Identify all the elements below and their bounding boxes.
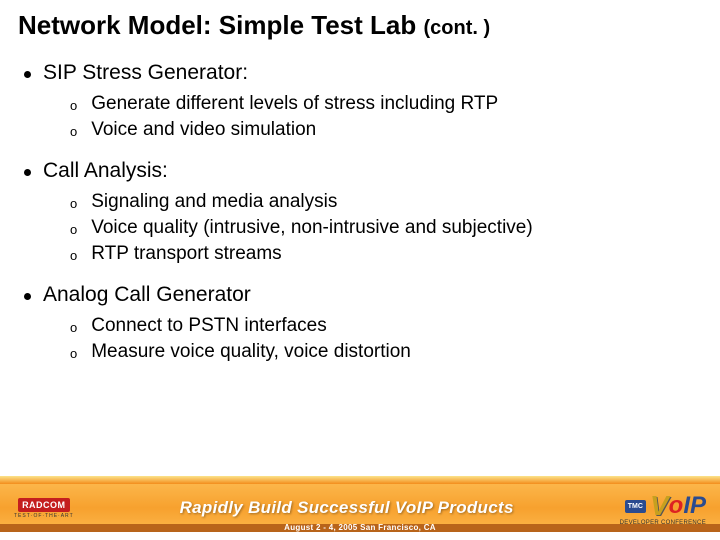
- bullet-dot-icon: [24, 293, 31, 300]
- title-main: Network Model: Simple Test Lab: [18, 10, 416, 40]
- sub-bullet: o Connect to PSTN interfaces: [70, 315, 702, 337]
- radcom-tagline: TEST·OF·THE·ART: [14, 513, 74, 519]
- sub-bullet-text: Measure voice quality, voice distortion: [91, 341, 411, 363]
- sub-bullet-text: Voice quality (intrusive, non-intrusive …: [91, 217, 532, 239]
- sub-bullet: o Voice quality (intrusive, non-intrusiv…: [70, 217, 702, 239]
- sub-bullet-text: RTP transport streams: [91, 243, 281, 265]
- voip-text: V o IP: [650, 490, 706, 522]
- voip-o: o: [669, 492, 684, 520]
- sub-bullet: o RTP transport streams: [70, 243, 702, 265]
- slide: Network Model: Simple Test Lab (cont. ) …: [0, 0, 720, 540]
- sub-bullet-icon: o: [70, 346, 77, 361]
- sub-bullet-icon: o: [70, 222, 77, 237]
- bullet-sip-stress: SIP Stress Generator:: [24, 61, 702, 85]
- voip-logo: TMC V o IP DEVELOPER CONFERENCE: [620, 490, 706, 526]
- bullet-dot-icon: [24, 71, 31, 78]
- bullet-text: SIP Stress Generator:: [43, 61, 248, 85]
- footer-gradient: [0, 476, 720, 484]
- voip-ip: IP: [683, 492, 706, 520]
- sub-bullet: o Measure voice quality, voice distortio…: [70, 341, 702, 363]
- sub-bullet-text: Signaling and media analysis: [91, 191, 337, 213]
- slide-title: Network Model: Simple Test Lab (cont. ): [18, 10, 702, 41]
- footer: RADCOM TEST·OF·THE·ART Rapidly Build Suc…: [0, 476, 720, 540]
- sub-bullet-icon: o: [70, 124, 77, 139]
- radcom-box: RADCOM: [18, 498, 70, 512]
- tmc-badge: TMC: [625, 500, 646, 513]
- bullet-text: Call Analysis:: [43, 159, 168, 183]
- footer-date-location: August 2 - 4, 2005 San Francisco, CA: [0, 524, 720, 532]
- radcom-logo: RADCOM TEST·OF·THE·ART: [14, 498, 74, 519]
- content-area: SIP Stress Generator: o Generate differe…: [18, 61, 702, 363]
- sub-bullet: o Generate different levels of stress in…: [70, 93, 702, 115]
- voip-v: V: [650, 490, 669, 522]
- sub-bullet: o Signaling and media analysis: [70, 191, 702, 213]
- sub-bullet-icon: o: [70, 98, 77, 113]
- voip-logo-row: TMC V o IP: [625, 490, 706, 522]
- footer-band: RADCOM TEST·OF·THE·ART Rapidly Build Suc…: [0, 484, 720, 532]
- sub-bullet-text: Connect to PSTN interfaces: [91, 315, 327, 337]
- title-cont: (cont. ): [423, 17, 490, 39]
- bullet-analog-call: Analog Call Generator: [24, 283, 702, 307]
- sub-bullet-icon: o: [70, 196, 77, 211]
- sub-bullet: o Voice and video simulation: [70, 119, 702, 141]
- sub-bullet-text: Voice and video simulation: [91, 119, 316, 141]
- sub-bullet-icon: o: [70, 320, 77, 335]
- bullet-call-analysis: Call Analysis:: [24, 159, 702, 183]
- bullet-text: Analog Call Generator: [43, 283, 251, 307]
- sub-bullet-text: Generate different levels of stress incl…: [91, 93, 498, 115]
- footer-banner-title: Rapidly Build Successful VoIP Products: [74, 498, 620, 518]
- bullet-dot-icon: [24, 169, 31, 176]
- sub-bullet-icon: o: [70, 248, 77, 263]
